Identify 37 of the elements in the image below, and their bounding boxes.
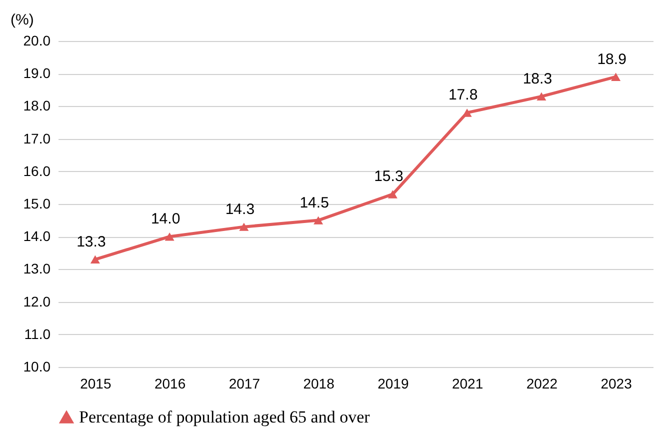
- data-label: 13.3: [76, 233, 106, 250]
- y-tick-label: 17.0: [23, 130, 51, 146]
- y-tick-label: 13.0: [23, 260, 51, 277]
- data-label: 14.3: [225, 200, 255, 218]
- x-tick-label: 2022: [526, 376, 558, 392]
- x-tick-label: 2019: [378, 376, 409, 392]
- data-label: 14.5: [300, 194, 329, 212]
- y-tick-label: 16.0: [23, 162, 51, 179]
- x-tick-label: 2018: [303, 376, 335, 392]
- point: [462, 108, 472, 117]
- point: [239, 222, 249, 231]
- y-axis-title: (%): [10, 12, 34, 28]
- point: [90, 255, 100, 264]
- point: [536, 92, 546, 101]
- y-tick-label: 19.0: [23, 65, 51, 82]
- point: [388, 190, 398, 198]
- legend-label: Percentage of population aged 65 and over: [79, 408, 370, 426]
- point: [611, 72, 621, 81]
- y-tick-label: 14.0: [23, 228, 51, 244]
- x-tick-label: 2015: [80, 376, 112, 392]
- y-tick-label: 18.0: [23, 98, 51, 114]
- x-tick-label: 2016: [154, 376, 186, 392]
- y-tick-label: 15.0: [23, 196, 51, 212]
- data-label: 15.3: [374, 168, 404, 186]
- data-label: 18.9: [597, 50, 626, 68]
- point: [314, 216, 324, 224]
- x-tick-label: 2017: [228, 376, 260, 392]
- data-label: 18.3: [522, 70, 552, 88]
- point: [164, 232, 174, 241]
- x-tick-label: 2023: [600, 376, 632, 392]
- y-tick-label: 12.0: [23, 293, 51, 310]
- y-tick-label: 20.0: [23, 32, 51, 48]
- y-tick-label: 11.0: [24, 326, 51, 342]
- y-tick-label: 10.0: [23, 358, 51, 374]
- data-label: 17.8: [448, 86, 478, 104]
- x-tick-label: 2021: [452, 376, 484, 392]
- data-label: 14.0: [150, 210, 180, 228]
